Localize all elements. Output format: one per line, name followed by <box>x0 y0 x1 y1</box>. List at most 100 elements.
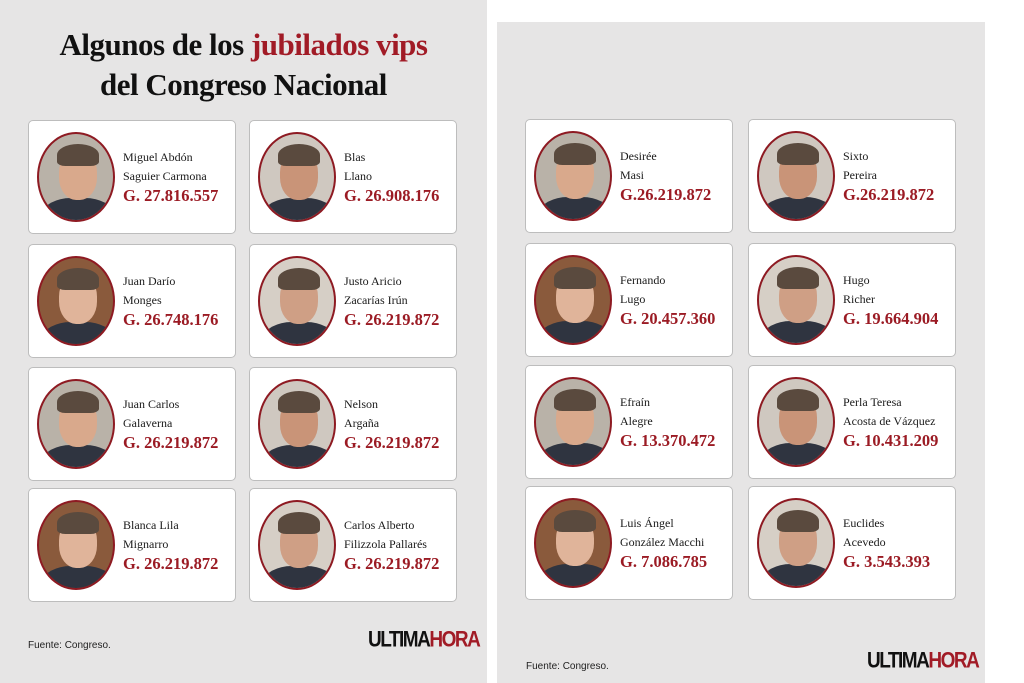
person-card: Blas Llano G. 26.908.176 <box>249 120 457 234</box>
portrait-hair <box>278 268 320 290</box>
logo-part-2: HORA <box>928 649 979 674</box>
first-name: Blanca Lila <box>123 518 179 532</box>
pension-amount: G. 26.219.872 <box>344 554 440 573</box>
portrait-body <box>264 198 334 220</box>
last-name: González Macchi <box>620 535 705 549</box>
person-card: Fernando Lugo G. 20.457.360 <box>525 243 733 357</box>
person-card: Desirée Masi G.26.219.872 <box>525 119 733 233</box>
portrait-body <box>763 443 833 465</box>
first-name: Luis Ángel <box>620 516 674 530</box>
person-name: Euclides Acevedo <box>843 514 886 552</box>
first-name: Blas <box>344 150 366 164</box>
person-card: Carlos Alberto Filizzola Pallarés G. 26.… <box>249 488 457 602</box>
person-name: Perla Teresa Acosta de Vázquez <box>843 393 935 431</box>
last-name: Monges <box>123 293 162 307</box>
portrait-hair <box>278 512 320 534</box>
first-name: Justo Aricio <box>344 274 402 288</box>
last-name: Filizzola Pallarés <box>344 537 427 551</box>
ultimahora-logo: ULTIMAHORA <box>867 649 980 674</box>
last-name: Argaña <box>344 416 380 430</box>
portrait-hair <box>278 391 320 413</box>
portrait-photo <box>534 131 612 221</box>
portrait-photo <box>37 379 115 469</box>
pension-amount: G. 19.664.904 <box>843 309 939 328</box>
portrait-body <box>540 564 610 586</box>
first-name: Carlos Alberto <box>344 518 415 532</box>
first-name: Juan Carlos <box>123 397 180 411</box>
person-name: Blanca Lila Mignarro <box>123 516 179 554</box>
first-name: Efraín <box>620 395 650 409</box>
portrait-hair <box>57 268 99 290</box>
logo-part-1: ULTIMA <box>867 649 930 674</box>
right-infographic-panel: Desirée Masi G.26.219.872 Sixto Pereira … <box>497 22 985 683</box>
last-name: Saguier Carmona <box>123 169 207 183</box>
first-name: Sixto <box>843 149 869 163</box>
person-name: Carlos Alberto Filizzola Pallarés <box>344 516 427 554</box>
portrait-body <box>540 197 610 219</box>
last-name: Alegre <box>620 414 653 428</box>
person-name: Juan Darío Monges <box>123 272 175 310</box>
portrait-photo <box>258 132 336 222</box>
person-card: Juan Carlos Galaverna G. 26.219.872 <box>28 367 236 481</box>
portrait-hair <box>777 389 819 411</box>
person-card: Hugo Richer G. 19.664.904 <box>748 243 956 357</box>
portrait-hair <box>554 389 596 411</box>
person-name: Juan Carlos Galaverna <box>123 395 179 433</box>
first-name: Hugo <box>843 273 870 287</box>
first-name: Juan Darío <box>123 274 176 288</box>
pension-amount: G. 26.219.872 <box>344 433 440 452</box>
person-name: Justo Aricio Zacarías Irún <box>344 272 408 310</box>
person-card: Blanca Lila Mignarro G. 26.219.872 <box>28 488 236 602</box>
source-note: Fuente: Congreso. <box>526 661 609 672</box>
person-card: Sixto Pereira G.26.219.872 <box>748 119 956 233</box>
pension-amount: G. 26.748.176 <box>123 310 219 329</box>
pension-amount: G. 26.219.872 <box>123 433 219 452</box>
portrait-body <box>763 197 833 219</box>
person-card: Justo Aricio Zacarías Irún G. 26.219.872 <box>249 244 457 358</box>
pension-amount: G. 26.219.872 <box>344 310 440 329</box>
pension-amount: G.26.219.872 <box>620 185 712 204</box>
portrait-photo <box>534 255 612 345</box>
person-name: Nelson Argaña <box>344 395 379 433</box>
person-name: Blas Llano <box>344 148 372 186</box>
last-name: Llano <box>344 169 372 183</box>
portrait-photo <box>37 132 115 222</box>
person-card: Perla Teresa Acosta de Vázquez G. 10.431… <box>748 365 956 479</box>
portrait-hair <box>777 267 819 289</box>
person-name: Miguel Abdón Saguier Carmona <box>123 148 207 186</box>
pension-amount: G. 20.457.360 <box>620 309 716 328</box>
pension-amount: G. 26.908.176 <box>344 186 440 205</box>
portrait-body <box>43 322 113 344</box>
title-highlight: jubilados vips <box>250 27 428 62</box>
last-name: Lugo <box>620 292 646 306</box>
person-name: Desirée Masi <box>620 147 657 185</box>
portrait-photo <box>757 498 835 588</box>
portrait-body <box>43 445 113 467</box>
last-name: Mignarro <box>123 537 169 551</box>
portrait-body <box>763 321 833 343</box>
first-name: Miguel Abdón <box>123 150 193 164</box>
portrait-hair <box>278 144 320 166</box>
portrait-hair <box>57 144 99 166</box>
pension-amount: G. 13.370.472 <box>620 431 716 450</box>
portrait-photo <box>757 255 835 345</box>
first-name: Nelson <box>344 397 378 411</box>
last-name: Zacarías Irún <box>344 293 408 307</box>
first-name: Desirée <box>620 149 657 163</box>
pension-amount: G.26.219.872 <box>843 185 935 204</box>
portrait-photo <box>37 256 115 346</box>
portrait-hair <box>57 391 99 413</box>
portrait-photo <box>534 377 612 467</box>
portrait-photo <box>757 377 835 467</box>
title-line-2: del Congreso Nacional <box>100 67 387 102</box>
portrait-hair <box>57 512 99 534</box>
last-name: Richer <box>843 292 875 306</box>
last-name: Galaverna <box>123 416 173 430</box>
person-card: Euclides Acevedo G. 3.543.393 <box>748 486 956 600</box>
person-card: Luis Ángel González Macchi G. 7.086.785 <box>525 486 733 600</box>
left-infographic-panel: Algunos de los jubilados vips del Congre… <box>0 0 487 683</box>
last-name: Masi <box>620 168 644 182</box>
portrait-photo <box>37 500 115 590</box>
first-name: Perla Teresa <box>843 395 902 409</box>
first-name: Euclides <box>843 516 885 530</box>
